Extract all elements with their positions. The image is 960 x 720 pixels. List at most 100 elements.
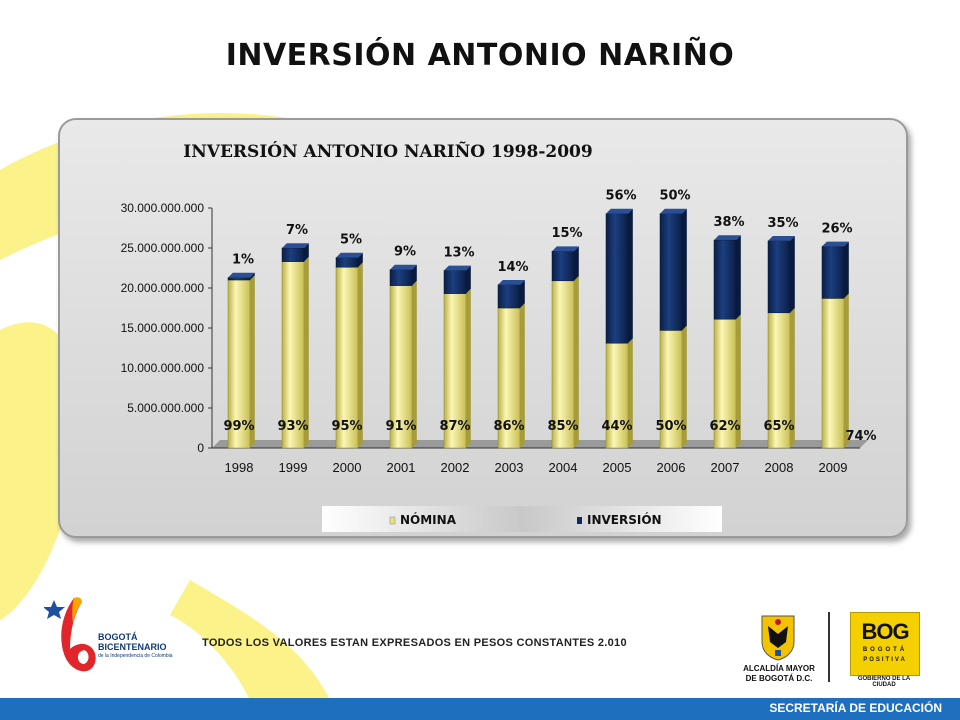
data-label-nomina: 87% [439,419,470,434]
alcaldia-coat-of-arms-icon [761,615,795,661]
bar-nomina-side [574,276,579,448]
bar-inversion [443,270,467,294]
bar-inversion [821,246,845,299]
bar-nomina-side [844,293,849,448]
data-label-nomina: 91% [385,419,416,434]
bar-nomina-side [736,314,741,448]
x-tick-label: 2004 [549,460,578,475]
x-tick-label: 2001 [387,460,416,475]
bog-sub-2: POSITIVA [863,657,907,663]
y-tick-label: 10.000.000.000 [121,361,205,375]
bar-top [228,272,255,278]
y-tick-label: 0 [197,441,204,455]
bar-nomina-side [790,308,795,448]
x-tick-label: 2007 [711,460,740,475]
y-tick-label: 25.000.000.000 [121,241,205,255]
bar-inversion-side [304,243,309,262]
chart-title: INVERSIÓN ANTONIO NARIÑO 1998-2009 [183,140,592,162]
data-label-nomina: 65% [763,419,794,434]
x-tick-label: 2009 [819,460,848,475]
bar-inversion [551,250,575,282]
bicentenario-text-2: BICENTENARIO [98,642,167,652]
data-label-inversion: 14% [497,260,528,275]
data-label-inversion: 9% [394,245,416,260]
bar-inversion [659,213,683,331]
data-label-inversion: 56% [605,189,636,204]
bicentenario-text-3: de la Independencia de Colombia [98,653,173,659]
slide-title: INVERSIÓN ANTONIO NARIÑO [225,38,735,73]
legend-swatch-inversion [577,517,582,524]
x-tick-label: 2003 [495,460,524,475]
bar-top [444,265,471,271]
bog-word: BOG [861,619,909,644]
bar-inversion-side [844,241,849,299]
bar-inversion [281,247,305,262]
data-label-nomina: 62% [709,419,740,434]
x-tick-label: 1998 [225,460,254,475]
bogota-bicentenario-logo [44,597,96,672]
bog-gobierno-text: GOBIERNO DE LA CIUDAD [857,676,911,688]
data-label-nomina: 93% [277,419,308,434]
bar-nomina-side [304,256,309,448]
data-label-nomina: 74% [845,429,876,444]
bar-nomina [821,298,845,449]
data-label-nomina: 85% [547,419,578,434]
data-label-inversion: 15% [551,226,582,241]
x-tick-label: 2002 [441,460,470,475]
bar-top [336,252,363,258]
legend-label-nomina: NÓMINA [400,512,457,527]
bar-top [714,235,741,240]
alcaldia-text-1: ALCALDÍA MAYOR [743,664,815,673]
bar-inversion-side [250,272,255,280]
bar-nomina-side [520,303,525,448]
bar-inversion-side [574,246,579,281]
bar-inversion [227,277,251,281]
data-label-inversion: 7% [286,223,308,238]
bar-top [282,243,309,248]
y-tick-label: 15.000.000.000 [121,321,205,335]
bar-top [606,208,633,214]
bar-inversion-side [682,208,687,331]
bar-top [768,236,795,241]
bog-sub-1: BOGOTÁ [862,647,908,653]
bar-inversion-side [358,252,363,268]
x-tick-label: 2000 [333,460,362,475]
bar-inversion [767,240,791,314]
data-label-nomina: 86% [493,419,524,434]
bar-top [660,208,687,214]
y-tick-label: 5.000.000.000 [127,401,204,415]
logo-divider [828,612,830,682]
footer-bar: SECRETARÍA DE EDUCACIÓN [0,698,960,720]
y-tick-label: 30.000.000.000 [121,201,205,215]
data-label-nomina: 50% [655,419,686,434]
bar-top [390,264,417,270]
bar-inversion-side [412,264,417,286]
bar-inversion [497,284,521,309]
footnote: TODOS LOS VALORES ESTAN EXPRESADOS EN PE… [202,637,627,649]
data-label-inversion: 50% [659,189,690,204]
data-label-inversion: 26% [821,221,852,236]
bar-top [822,241,849,247]
y-tick-label: 20.000.000.000 [121,281,205,295]
alcaldia-text-2: DE BOGOTÁ D.C. [745,674,813,683]
legend: NÓMINA INVERSIÓN [322,506,722,532]
data-label-inversion: 35% [767,216,798,231]
bar-nomina-side [682,325,687,448]
bar-inversion-side [628,208,633,344]
data-label-inversion: 13% [443,245,474,260]
bar-inversion-side [520,280,525,308]
data-label-inversion: 1% [232,253,254,268]
bar-inversion [713,239,737,320]
data-label-nomina: 95% [331,419,362,434]
bar-nomina-side [466,288,471,448]
x-tick-label: 1999 [279,460,308,475]
footer-text: SECRETARÍA DE EDUCACIÓN [769,701,942,715]
bicentenario-text-1: BOGOTÁ [98,632,138,642]
data-label-inversion: 5% [340,233,362,248]
bar-inversion [335,257,359,268]
stacked-bar-chart: INVERSIÓN ANTONIO NARIÑO 1998-2009 0 5.00… [121,140,877,532]
bar-top [552,246,579,252]
bogota-positiva-logo: BOG BOGOTÁ POSITIVA [850,612,920,676]
bar-inversion [605,213,629,344]
x-tick-label: 2005 [603,460,632,475]
